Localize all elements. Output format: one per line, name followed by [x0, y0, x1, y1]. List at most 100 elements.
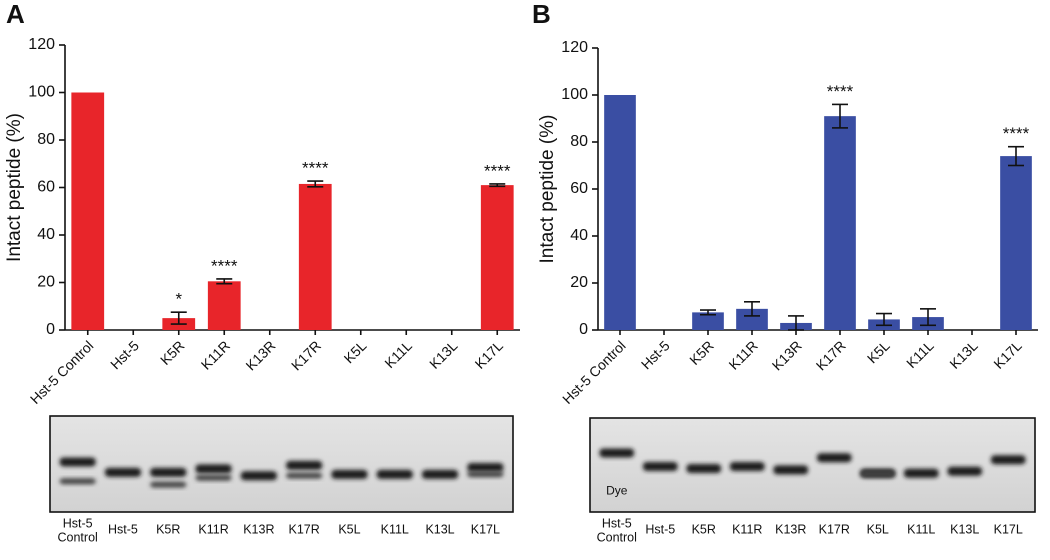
gel-band — [990, 455, 1026, 465]
x-tick-label: K13L — [946, 337, 981, 372]
x-tick-label: K5R — [157, 337, 188, 368]
x-tick-label: K11R — [198, 337, 233, 372]
gel-lane-label: Control — [597, 530, 637, 544]
gel-lane-label: K13L — [425, 522, 454, 536]
y-tick-label: 40 — [37, 226, 55, 243]
panel-label: A — [6, 0, 25, 29]
y-tick-label: 0 — [46, 321, 55, 338]
gel-band — [286, 460, 323, 470]
gel-lane-label: K11R — [198, 522, 228, 536]
gel-lane-label: Hst-5 — [108, 522, 138, 536]
gel-lane-label: K5L — [338, 522, 360, 536]
y-tick-label: 20 — [570, 274, 588, 291]
gel-band — [947, 466, 983, 476]
gel-lane-label: K11L — [907, 522, 935, 536]
x-tick-label: K17R — [813, 337, 849, 373]
gel-band — [860, 470, 896, 477]
x-tick-label: K17R — [288, 337, 324, 373]
gel-lane-label: K5R — [692, 522, 716, 536]
x-tick-label: K17L — [472, 337, 507, 372]
gel-lane-label: K13L — [950, 522, 979, 536]
gel-band — [104, 467, 142, 477]
x-tick-label: Hst-5 Control — [559, 337, 629, 407]
error-bar — [788, 315, 804, 331]
x-tick-label: K17L — [990, 337, 1025, 372]
gel-lane-label: K5L — [867, 522, 889, 536]
gel-band — [240, 471, 277, 481]
gel-lane-label: K13R — [775, 522, 806, 536]
significance-label: **** — [211, 256, 238, 275]
bar — [604, 95, 636, 330]
gel-band — [195, 464, 232, 474]
x-tick-label: K13L — [426, 337, 461, 372]
bar — [207, 281, 241, 330]
panel-label: B — [532, 0, 551, 29]
gel-band — [599, 448, 635, 458]
y-tick-label: 40 — [570, 227, 588, 244]
error-bar — [700, 309, 716, 316]
gel-lane-label: Hst-5 — [602, 516, 632, 530]
y-tick-label: 100 — [561, 86, 588, 103]
significance-label: **** — [484, 161, 511, 180]
gel-band — [467, 463, 504, 473]
bar — [298, 183, 332, 330]
x-tick-label: K11L — [903, 337, 937, 371]
gel-band — [331, 469, 368, 479]
y-axis-title: Intact peptide (%) — [537, 115, 558, 264]
gel-lane-label: Control — [58, 530, 98, 544]
x-tick-label: K5L — [864, 337, 893, 366]
x-tick-label: K13R — [242, 337, 278, 373]
error-bar — [832, 103, 848, 129]
significance-label: **** — [302, 159, 329, 178]
gel-band — [59, 457, 96, 467]
gel-lane-label: K17R — [819, 522, 850, 536]
gel-lane-label: Hst-5 — [63, 516, 93, 530]
gel-lane-label: K17L — [471, 522, 500, 536]
x-tick-label: K11R — [725, 337, 760, 372]
x-tick-label: Hst-5 Control — [27, 337, 97, 407]
y-tick-label: 20 — [37, 274, 55, 291]
y-tick-label: 120 — [28, 36, 55, 53]
y-tick-label: 60 — [37, 179, 55, 196]
y-tick-label: 100 — [28, 84, 55, 101]
x-tick-label: Hst-5 — [107, 337, 142, 372]
significance-label: * — [175, 290, 182, 309]
gel-band — [150, 481, 187, 488]
gel-band — [903, 468, 939, 478]
x-tick-label: Hst-5 — [638, 337, 673, 372]
significance-label: **** — [1003, 124, 1030, 143]
gel-lane-label: K11R — [732, 522, 762, 536]
gel-band — [467, 471, 504, 478]
bar — [736, 308, 768, 330]
bar — [480, 185, 514, 330]
gel-band — [195, 474, 232, 481]
gel-lane-label: Hst-5 — [645, 522, 675, 536]
y-tick-label: 120 — [561, 39, 588, 56]
gel-band — [729, 461, 765, 471]
error-bar — [920, 308, 936, 327]
gel-band — [286, 472, 323, 479]
y-tick-label: 80 — [37, 131, 55, 148]
error-bar — [170, 311, 187, 325]
gel-band — [686, 464, 722, 474]
error-bar — [307, 180, 324, 188]
y-axis-title: Intact peptide (%) — [4, 113, 25, 262]
gel-lane-label: K13R — [243, 522, 274, 536]
y-tick-label: 80 — [570, 133, 588, 150]
gel-band — [421, 469, 459, 479]
significance-label: **** — [827, 82, 854, 101]
gel-band — [816, 453, 852, 463]
x-tick-label: K5R — [686, 337, 717, 368]
error-bar — [744, 300, 760, 317]
bar — [692, 312, 724, 330]
gel-band — [59, 478, 96, 485]
bar — [1000, 156, 1032, 330]
error-bar — [216, 278, 233, 285]
gel-band — [773, 465, 809, 475]
bar — [824, 116, 856, 331]
y-tick-label: 60 — [570, 180, 588, 197]
gel-lane-label: K11L — [381, 522, 409, 536]
gel-lane-label: K17R — [289, 522, 320, 536]
gel-annotation: Dye — [606, 483, 628, 497]
gel-lane-label: K5R — [156, 522, 180, 536]
